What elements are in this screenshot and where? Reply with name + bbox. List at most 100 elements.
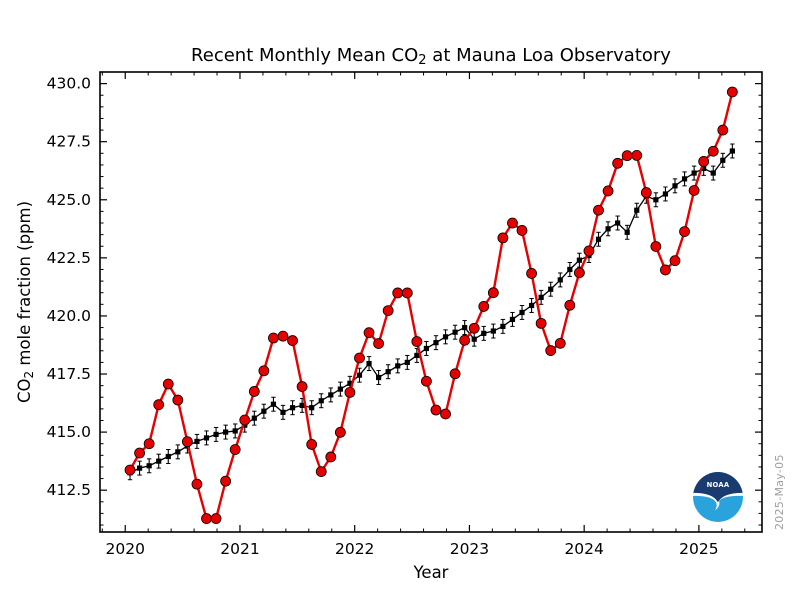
- monthly-mean-point: [717, 124, 729, 136]
- trend-point: [500, 323, 506, 329]
- monthly-mean-point: [535, 317, 547, 329]
- monthly-mean-point: [191, 478, 203, 490]
- x-axis-tick-label: 2021: [220, 540, 259, 558]
- monthly-mean-point: [287, 335, 298, 346]
- y-axis-tick-label: 417.5: [47, 365, 91, 383]
- monthly-mean-point: [612, 157, 624, 169]
- trend-point: [538, 294, 544, 300]
- trend-point: [653, 197, 659, 203]
- trend-line: [129, 150, 733, 474]
- monthly-mean-point: [707, 145, 719, 157]
- monthly-mean-point: [554, 337, 566, 349]
- x-axis-tick-label: 2024: [564, 540, 603, 558]
- monthly-mean-point: [153, 399, 165, 411]
- monthly-mean-point: [354, 352, 365, 364]
- monthly-mean-point: [258, 365, 270, 377]
- monthly-mean-point: [688, 185, 700, 196]
- trend-point: [213, 431, 219, 438]
- trend-point: [528, 302, 535, 309]
- trend-point: [356, 372, 363, 378]
- trend-point: [423, 345, 430, 352]
- y-axis-tick-label: 427.5: [47, 133, 91, 151]
- trend-point: [328, 392, 334, 398]
- monthly-mean-point: [229, 444, 241, 455]
- x-axis-tick-label: 2025: [679, 540, 718, 558]
- trend-point: [595, 236, 602, 242]
- trend-point: [462, 324, 468, 331]
- trend-point: [615, 220, 621, 226]
- trend-point: [309, 405, 315, 411]
- y-axis-tick-label: 430.0: [47, 75, 91, 93]
- monthly-mean-point: [325, 451, 337, 463]
- noaa-logo-text: NOAA: [707, 481, 730, 489]
- monthly-mean-point: [726, 86, 738, 98]
- trend-point: [662, 191, 669, 197]
- trend-point: [567, 266, 573, 273]
- monthly-mean-point: [573, 267, 585, 279]
- monthly-mean-point: [134, 447, 145, 459]
- monthly-mean-point: [497, 232, 509, 244]
- y-axis-tick-label: 425.0: [47, 191, 91, 209]
- trend-point: [576, 257, 582, 263]
- trend-point: [701, 165, 707, 172]
- monthly-mean-point: [363, 327, 375, 339]
- trend-point: [299, 402, 305, 408]
- monthly-mean-point: [660, 264, 671, 276]
- x-axis-label: Year: [413, 563, 449, 582]
- trend-point: [710, 170, 716, 176]
- trend-point: [519, 309, 525, 316]
- noaa-logo: NOAA: [693, 472, 743, 522]
- plot-frame: [99, 71, 763, 533]
- monthly-mean-point: [640, 187, 652, 198]
- monthly-mean-point: [248, 386, 260, 397]
- trend-point: [376, 374, 382, 381]
- trend-point: [605, 226, 611, 232]
- monthly-mean-point: [239, 414, 251, 426]
- trend-point: [672, 183, 678, 189]
- trend-point: [691, 170, 697, 176]
- trend-point: [232, 428, 238, 434]
- trend-point: [223, 429, 229, 435]
- monthly-mean-point: [344, 386, 356, 398]
- trend-point: [624, 229, 630, 235]
- y-axis-label: CO2 mole fraction (ppm): [15, 201, 36, 403]
- trend-point: [433, 340, 439, 346]
- trend-point: [156, 458, 162, 464]
- monthly-mean-point: [679, 226, 690, 238]
- trend-point: [509, 316, 516, 323]
- monthly-mean-point: [669, 255, 681, 267]
- monthly-mean-point: [526, 268, 537, 279]
- trend-point: [270, 401, 277, 407]
- monthly-mean-point: [487, 287, 499, 299]
- trend-point: [289, 405, 296, 411]
- x-axis-tick-label: 2020: [106, 540, 145, 558]
- monthly-mean-point: [516, 225, 528, 236]
- monthly-mean-point: [421, 375, 432, 387]
- monthly-mean-point: [315, 466, 327, 477]
- trend-point: [729, 148, 735, 154]
- monthly-mean-point: [392, 287, 404, 299]
- trend-point: [681, 176, 688, 182]
- trend-point: [471, 336, 477, 342]
- monthly-mean-point: [468, 322, 480, 334]
- monthly-mean-point: [306, 439, 318, 450]
- monthly-mean-point: [124, 464, 136, 476]
- monthly-mean-point: [181, 436, 193, 448]
- monthly-mean-point: [545, 345, 557, 356]
- trend-point: [442, 334, 449, 340]
- monthly-mean-point: [210, 513, 222, 524]
- trend-point: [548, 286, 554, 292]
- chart-title: Recent Monthly Mean CO2 at Mauna Loa Obs…: [191, 45, 671, 68]
- trend-point: [194, 438, 200, 444]
- monthly-mean-point: [478, 301, 490, 312]
- monthly-mean-point: [334, 426, 346, 438]
- monthly-mean-point: [143, 438, 155, 450]
- monthly-mean-point: [162, 378, 174, 390]
- x-axis-tick-label: 2022: [335, 540, 374, 558]
- monthly-mean-point: [220, 475, 232, 487]
- trend-point: [395, 363, 401, 369]
- trend-point: [347, 380, 353, 386]
- monthly-mean-point: [602, 185, 614, 197]
- monthly-mean-point: [268, 332, 279, 344]
